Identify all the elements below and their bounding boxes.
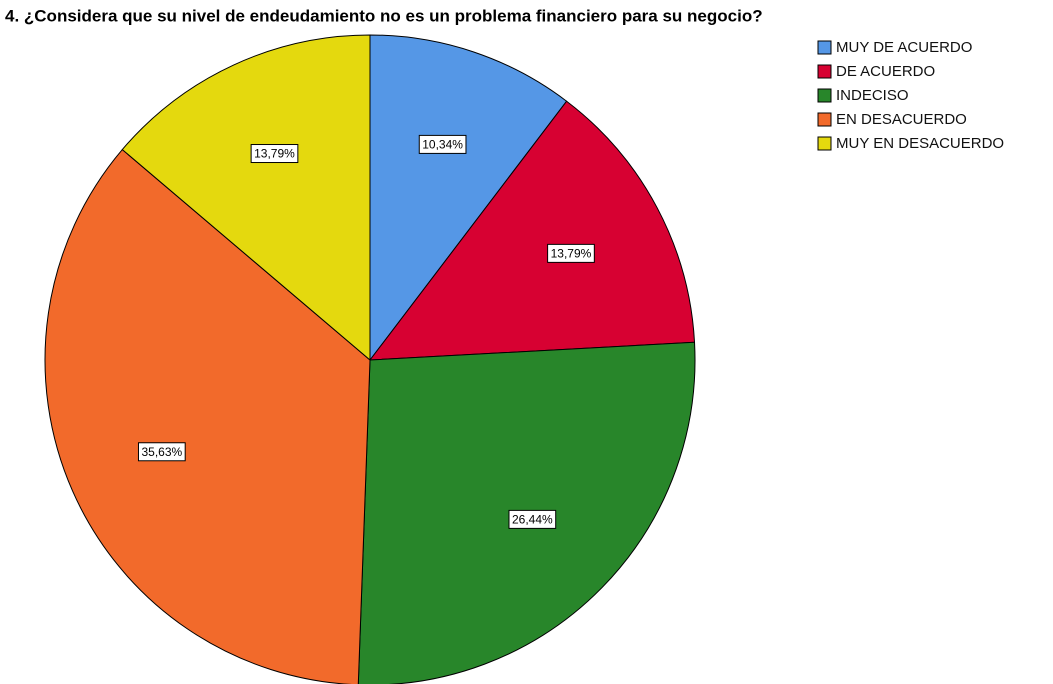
legend-label: MUY DE ACUERDO [836,39,972,56]
label-box [547,243,595,263]
data-label: 35,63% [137,442,186,462]
label-text: 26,44% [512,513,553,527]
legend-swatch [817,40,832,55]
legend-label: INDECISO [836,87,909,104]
legend-label: DE ACUERDO [836,63,935,80]
label-text: 10,34% [422,138,463,152]
chart-title: 4. ¿Considera que su nivel de endeudamie… [5,6,763,25]
label-text: 13,79% [254,147,295,161]
pie-slice [44,148,371,684]
legend-label: EN DESACUERDO [836,111,967,128]
legend-label: MUY EN DESACUERDO [836,135,1004,152]
data-label: 13,79% [250,144,299,164]
label-box [250,144,299,164]
data-label: 10,34% [418,134,467,154]
label-text: 35,63% [141,445,182,459]
data-labels: 10,34% 13,79% 26,44% 35,63% 13,79% [137,134,595,529]
data-label: 26,44% [508,509,557,529]
legend-swatch [817,112,832,127]
legend-swatch [817,88,832,103]
legend-swatch [817,64,832,79]
legend: MUY DE ACUERDO DE ACUERDO INDECISO EN DESAC… [817,39,1004,152]
label-text: 13,79% [551,247,592,261]
pie [44,34,696,684]
pie-slice [368,100,696,361]
label-box [137,442,186,462]
pie-slice [121,34,371,362]
label-box [418,134,467,154]
legend-swatch [817,136,832,151]
label-box [508,509,557,529]
pie-slice [369,34,568,362]
data-label: 13,79% [547,243,595,263]
